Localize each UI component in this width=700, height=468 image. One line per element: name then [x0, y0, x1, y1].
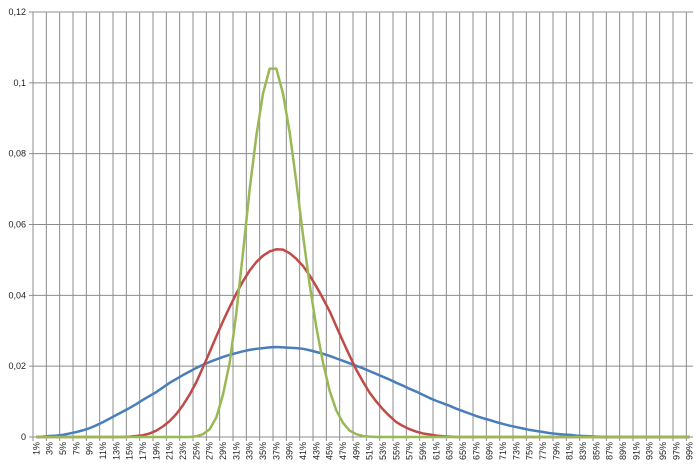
x-tick-label: 1% [31, 442, 41, 455]
x-tick-label: 31% [231, 442, 241, 460]
x-tick-label: 59% [418, 442, 428, 460]
x-tick-label: 61% [431, 442, 441, 460]
y-tick-label: 0,1 [13, 78, 26, 88]
x-tick-label: 77% [538, 442, 548, 460]
series-line [36, 248, 690, 439]
x-tick-label: 51% [365, 442, 375, 460]
x-tick-label: 91% [631, 442, 641, 460]
x-tick-label: 13% [111, 442, 121, 460]
x-tick-label: 53% [378, 442, 388, 460]
x-tick-label: 9% [85, 442, 95, 455]
x-tick-label: 39% [285, 442, 295, 460]
x-tick-label: 49% [351, 442, 361, 460]
x-tick-label: 47% [338, 442, 348, 460]
x-tick-label: 25% [191, 442, 201, 460]
x-tick-label: 63% [445, 442, 455, 460]
series-line [36, 345, 690, 439]
x-tick-label: 35% [258, 442, 268, 460]
x-tick-label: 85% [591, 442, 601, 460]
x-tick-label: 57% [405, 442, 415, 460]
x-tick-label: 93% [645, 442, 655, 460]
x-tick-label: 69% [485, 442, 495, 460]
y-tick-label: 0,02 [8, 361, 26, 371]
x-tick-label: 67% [471, 442, 481, 460]
x-tick-label: 73% [511, 442, 521, 460]
series-line [36, 67, 690, 439]
x-tick-label: 5% [58, 442, 68, 455]
x-tick-label: 23% [178, 442, 188, 460]
x-tick-label: 99% [685, 442, 695, 460]
x-tick-label: 19% [151, 442, 161, 460]
x-tick-label: 17% [138, 442, 148, 460]
x-tick-label: 43% [311, 442, 321, 460]
x-tick-label: 79% [551, 442, 561, 460]
y-tick-label: 0,12 [8, 7, 26, 17]
x-tick-label: 15% [125, 442, 135, 460]
x-tick-label: 27% [205, 442, 215, 460]
x-tick-label: 89% [618, 442, 628, 460]
x-tick-label: 7% [71, 442, 81, 455]
x-tick-label: 33% [245, 442, 255, 460]
x-tick-label: 37% [271, 442, 281, 460]
x-tick-label: 21% [165, 442, 175, 460]
x-tick-label: 97% [671, 442, 681, 460]
x-tick-label: 3% [45, 442, 55, 455]
x-tick-label: 11% [98, 442, 108, 459]
x-tick-label: 83% [578, 442, 588, 460]
x-tick-label: 41% [298, 442, 308, 460]
x-tick-label: 87% [605, 442, 615, 460]
y-tick-label: 0 [21, 432, 26, 442]
x-tick-label: 65% [458, 442, 468, 460]
x-tick-label: 55% [391, 442, 401, 460]
x-tick-label: 95% [658, 442, 668, 460]
x-tick-label: 75% [525, 442, 535, 460]
x-tick-label: 29% [218, 442, 228, 460]
x-tick-label: 81% [565, 442, 575, 460]
y-tick-label: 0,08 [8, 149, 26, 159]
x-tick-label: 45% [325, 442, 335, 460]
x-tick-label: 71% [498, 442, 508, 460]
y-tick-label: 0,04 [8, 290, 26, 300]
y-tick-label: 0,06 [8, 220, 26, 230]
